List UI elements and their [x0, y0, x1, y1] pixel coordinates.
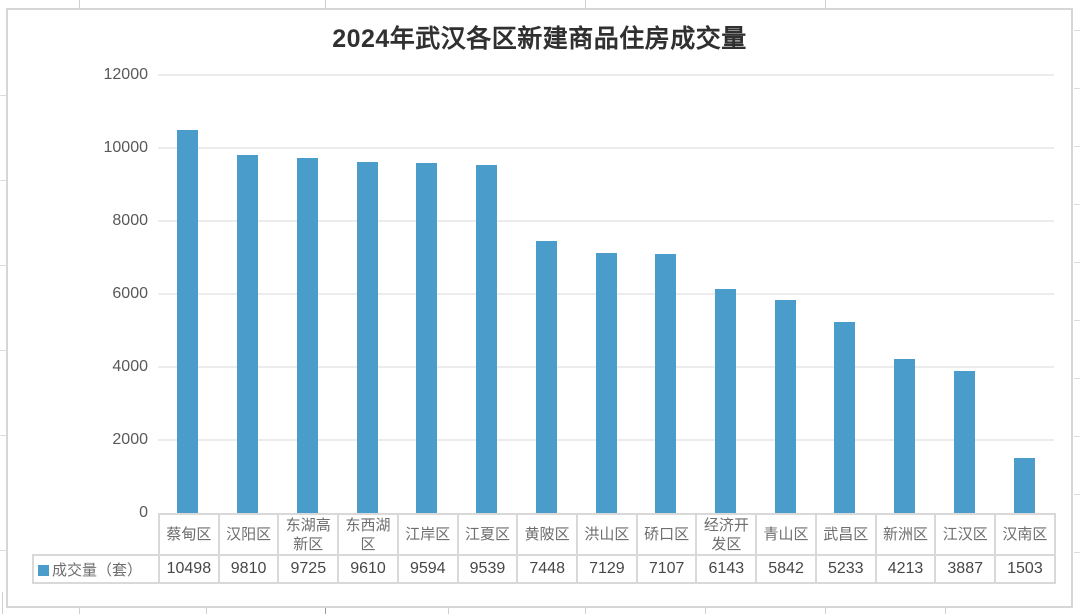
gridline — [158, 74, 1054, 76]
value-cell: 4213 — [874, 554, 937, 584]
bar — [296, 158, 318, 513]
category-cell: 蔡甸区 — [158, 513, 220, 556]
gridline-stub — [0, 350, 6, 351]
gridline-stub — [1074, 552, 1080, 553]
gridline-stub — [79, 608, 80, 614]
gridline-stub — [1074, 378, 1080, 379]
value-cell: 9725 — [277, 554, 340, 584]
gridline-stub — [1074, 146, 1080, 147]
gridline-stub — [0, 435, 6, 436]
value-cell: 5842 — [755, 554, 817, 584]
gridline-stub — [2, 592, 3, 614]
gridline-stub — [0, 550, 6, 551]
gridline-stub — [945, 608, 946, 614]
y-axis-label: 2000 — [112, 431, 148, 448]
category-cell: 江夏区 — [456, 513, 519, 556]
gridline-stub — [825, 608, 826, 614]
category-cell: 江汉区 — [934, 513, 997, 556]
gridline — [158, 220, 1054, 222]
gridline-stub — [705, 608, 706, 614]
gridline-stub — [0, 180, 6, 181]
category-cell: 洪山区 — [576, 513, 638, 556]
y-axis-label: 6000 — [112, 285, 148, 302]
category-cell: 武昌区 — [814, 513, 877, 556]
value-cell: 9810 — [217, 554, 280, 584]
bar — [655, 253, 677, 513]
bar — [595, 252, 617, 513]
gridline-stub — [448, 608, 449, 614]
gridline-stub — [1074, 30, 1080, 31]
bar — [416, 162, 438, 513]
bar — [535, 241, 557, 513]
gridline-stub — [325, 0, 326, 8]
value-cell: 3887 — [934, 554, 997, 584]
gridline-stub — [206, 608, 207, 614]
gridline-stub — [1074, 494, 1080, 495]
legend-series-label: 成交量（套） — [52, 561, 143, 579]
bar — [237, 154, 259, 513]
value-cell: 1503 — [994, 554, 1056, 584]
gridline — [158, 147, 1054, 149]
gridline-stub — [325, 608, 326, 614]
value-cell: 9610 — [337, 554, 399, 584]
category-row: 蔡甸区 汉阳区 东湖高新区 东西湖区 江岸区 江夏区 黄陂区 洪山区 硚口区 经济开发区 青山区 武昌… — [33, 513, 1056, 556]
gridline-stub — [825, 0, 826, 8]
gridline-stub — [1074, 320, 1080, 321]
category-cell: 东西湖区 — [337, 513, 399, 556]
value-cell: 10498 — [158, 554, 220, 584]
bar — [476, 164, 498, 513]
y-axis-label: 0 — [139, 504, 148, 521]
category-cell: 汉阳区 — [217, 513, 280, 556]
gridline-stub — [1074, 88, 1080, 89]
bar — [894, 359, 916, 513]
table-body: 蔡甸区 汉阳区 东湖高新区 东西湖区 江岸区 江夏区 黄陂区 洪山区 硚口区 经济开发区 青山区 武昌… — [32, 513, 1056, 584]
gridline-stub — [1074, 262, 1080, 263]
bar — [356, 162, 378, 513]
category-cell: 黄陂区 — [516, 513, 579, 556]
value-cell: 9539 — [456, 554, 519, 584]
y-axis-label: 12000 — [103, 66, 149, 83]
y-axis-label: 8000 — [112, 212, 148, 229]
y-axis-label: 4000 — [112, 358, 148, 375]
bar — [774, 299, 796, 513]
data-table: 蔡甸区 汉阳区 东湖高新区 东西湖区 江岸区 江夏区 黄陂区 洪山区 硚口区 经济开发区 青山区 武昌… — [32, 513, 1056, 584]
category-cell: 东湖高新区 — [277, 513, 340, 556]
gridline-stub — [1074, 204, 1080, 205]
gridline-stub — [79, 0, 80, 8]
bar — [177, 129, 199, 513]
category-cell: 经济开发区 — [695, 513, 758, 556]
plot-area — [158, 74, 1054, 513]
gridline-stub — [0, 95, 6, 96]
value-cell: 7107 — [635, 554, 698, 584]
category-cell: 新洲区 — [874, 513, 937, 556]
gridline-stub — [0, 265, 6, 266]
value-cell: 7448 — [516, 554, 579, 584]
table-corner-spacer — [33, 514, 159, 555]
category-cell: 江岸区 — [396, 513, 459, 556]
bar — [953, 371, 975, 513]
legend-marker-square — [38, 564, 49, 576]
bar — [714, 288, 736, 513]
value-row: 成交量（套） 10498 9810 9725 9610 9594 9539 7448 7129 7… — [32, 554, 1056, 584]
value-cell: 6143 — [695, 554, 758, 584]
gridline-stub — [585, 608, 586, 614]
category-cell: 汉南区 — [994, 513, 1056, 556]
bar — [1013, 458, 1035, 513]
category-cell: 硚口区 — [635, 513, 698, 556]
gridline-stub — [1074, 436, 1080, 437]
value-cell: 5233 — [814, 554, 877, 584]
value-cell: 7129 — [576, 554, 638, 584]
y-axis-label: 10000 — [103, 139, 149, 156]
chart-title: 2024年武汉各区新建商品住房成交量 — [332, 25, 747, 53]
bar — [834, 322, 856, 513]
value-cell: 9594 — [396, 554, 459, 584]
category-cell: 青山区 — [755, 513, 817, 556]
legend-cell: 成交量（套） — [32, 554, 160, 584]
gridline-stub — [585, 0, 586, 8]
